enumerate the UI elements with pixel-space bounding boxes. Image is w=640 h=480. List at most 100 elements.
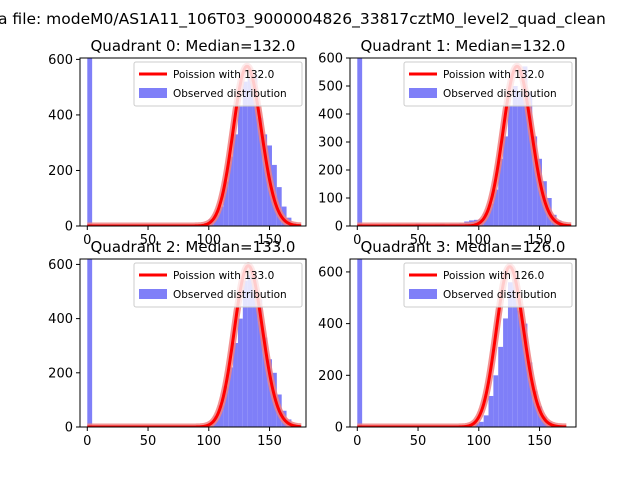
y-tick-label: 400 [48,312,73,327]
legend-box [133,262,303,308]
y-tick-label: 0 [335,220,343,235]
figure-suptitle: a file: modeM0/AS1A11_106T03_9000004826_… [0,10,606,29]
histogram-bar [257,299,263,427]
histogram-bar [223,181,229,226]
y-tick-label: 200 [318,164,343,179]
histogram-bar [237,318,243,427]
histogram-bar [218,405,224,427]
legend-label-observed: Observed distribution [173,88,287,100]
histogram-bar [262,337,268,427]
y-tick-label: 400 [318,108,343,123]
histogram-bar [498,346,504,427]
histogram-bar [522,66,528,226]
histogram-bar [507,105,513,226]
y-tick-label: 400 [318,317,343,332]
y-tick-label: 0 [335,421,343,436]
legend-box [403,262,573,308]
y-tick-label: 100 [318,192,343,207]
x-tick-label: 50 [140,434,157,449]
legend-label-poisson: Poission with 133.0 [173,270,274,282]
legend-label-poisson: Poission with 132.0 [173,69,274,81]
panel-quadrant-2: 0 50 100 150 0 200 400 600 Quadrant 2: Median=13… [48,238,307,449]
histogram-bar [242,280,248,427]
histogram-bar [257,117,263,226]
legend: Poission with 133.0 Observed distribution [133,262,303,308]
histogram-bar [527,362,533,427]
histogram-bar [87,259,93,427]
legend-box [133,61,303,107]
x-tick-label: 100 [196,233,221,248]
panel-title: Quadrant 0: Median=132.0 [91,37,296,55]
x-tick-label: 50 [140,233,157,248]
histogram-bar [262,134,268,226]
histogram-bar [527,91,533,226]
x-tick-label: 50 [410,434,427,449]
x-tick-label: 0 [353,233,361,248]
histogram-bar [507,282,513,427]
histogram-bar [517,91,523,226]
histogram-bar [488,203,494,226]
histogram-bar [87,58,93,226]
histogram-bar [512,274,518,427]
legend-patch-swatch [139,88,167,98]
histogram-bar [517,310,523,427]
panel-quadrant-1: 0 50 100 150 0 100 200 300 400 500 600 Quadrant 1: … [318,37,577,248]
legend: Poission with 126.0 Observed distribution [403,262,573,308]
panel-quadrant-0: 0 50 100 150 0 200 400 600 Quadrant 0: Median=13… [48,37,307,248]
histogram-bar [267,359,272,427]
x-tick-label: 100 [466,233,491,248]
y-tick-label: 500 [318,80,343,95]
legend-box [403,61,573,107]
y-tick-label: 600 [48,258,73,273]
legend: Poission with 132.0 Observed distribution [403,61,573,107]
y-tick-label: 300 [318,136,343,151]
y-tick-label: 0 [65,421,73,436]
histogram-bar [503,136,508,226]
histogram-bar [488,395,494,427]
panel-title: Quadrant 3: Median=126.0 [361,238,566,256]
panels: 0 50 100 150 0 200 400 600 Quadrant 0: Median=13… [48,37,577,449]
y-tick-label: 600 [318,52,343,67]
histogram-bar [483,415,489,427]
axes-frame [79,258,307,428]
histogram-bar [247,77,253,226]
y-tick-label: 600 [48,53,73,68]
x-tick-label: 100 [466,434,491,449]
x-tick-label: 50 [410,233,427,248]
y-tick-label: 0 [65,220,73,235]
histogram-bar [357,58,363,226]
histogram-bar [223,386,229,427]
y-tick-label: 200 [48,366,73,381]
panel-title: Quadrant 1: Median=132.0 [361,37,566,55]
histogram-bar [357,259,363,427]
x-tick-label: 150 [257,434,282,449]
x-tick-label: 0 [83,233,91,248]
histogram-bar [228,156,234,226]
legend-label-observed: Observed distribution [443,88,557,100]
axes-frame [349,258,577,428]
histogram-bar [498,158,504,226]
histogram-bar [522,323,528,427]
histogram-bar [233,134,238,226]
histogram-bar [233,343,238,427]
y-tick-label: 200 [48,164,73,179]
x-tick-label: 100 [196,434,221,449]
histogram-bar [242,81,248,226]
panel-quadrant-3: 0 50 100 150 0 200 400 600 Quadrant 3: Median=12… [318,238,577,449]
y-tick-label: 400 [48,108,73,123]
histogram [357,259,567,427]
legend-patch-swatch [409,289,437,299]
legend: Poission with 132.0 Observed distribution [133,61,303,107]
x-tick-label: 0 [353,434,361,449]
histogram-bar [478,421,484,427]
y-tick-label: 600 [318,265,343,280]
histogram-bar [503,318,508,427]
histogram-bar [252,74,258,226]
x-tick-label: 0 [83,434,91,449]
histogram-bar [532,136,538,226]
histogram-bar [532,390,538,427]
histogram-bar [218,206,224,226]
y-tick-label: 200 [318,369,343,384]
histogram-bar [237,106,243,226]
